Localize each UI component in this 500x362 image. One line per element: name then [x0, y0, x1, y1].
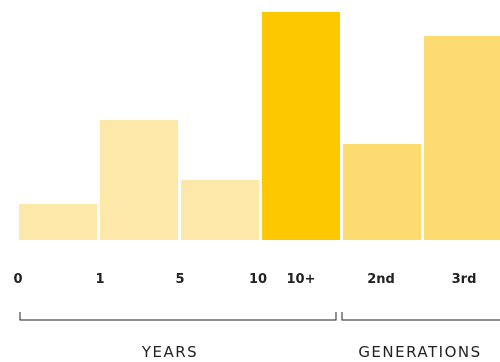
tick-label-10plus: 10+	[287, 272, 316, 287]
tick-label-2nd: 2nd	[367, 272, 395, 287]
tick-label-1: 1	[95, 272, 104, 287]
tick-label-5: 5	[175, 272, 184, 287]
bar-0	[19, 204, 97, 240]
tick-label-10: 10	[249, 272, 267, 287]
group-label-years: YEARS	[141, 343, 198, 361]
tick-label-0: 0	[13, 272, 22, 287]
tick-labels: 0 1 5 10 10+ 2nd 3rd	[13, 272, 476, 287]
bars	[19, 12, 500, 240]
group-label-generations: GENERATIONS	[358, 343, 481, 361]
tick-label-3rd: 3rd	[452, 272, 477, 287]
bar-3	[262, 12, 340, 240]
years-bracket	[19, 312, 337, 321]
bar-2	[181, 180, 259, 240]
bar-4	[343, 144, 421, 240]
bar-1	[100, 120, 178, 240]
generations-bracket	[341, 312, 500, 321]
bar-5	[424, 36, 500, 240]
